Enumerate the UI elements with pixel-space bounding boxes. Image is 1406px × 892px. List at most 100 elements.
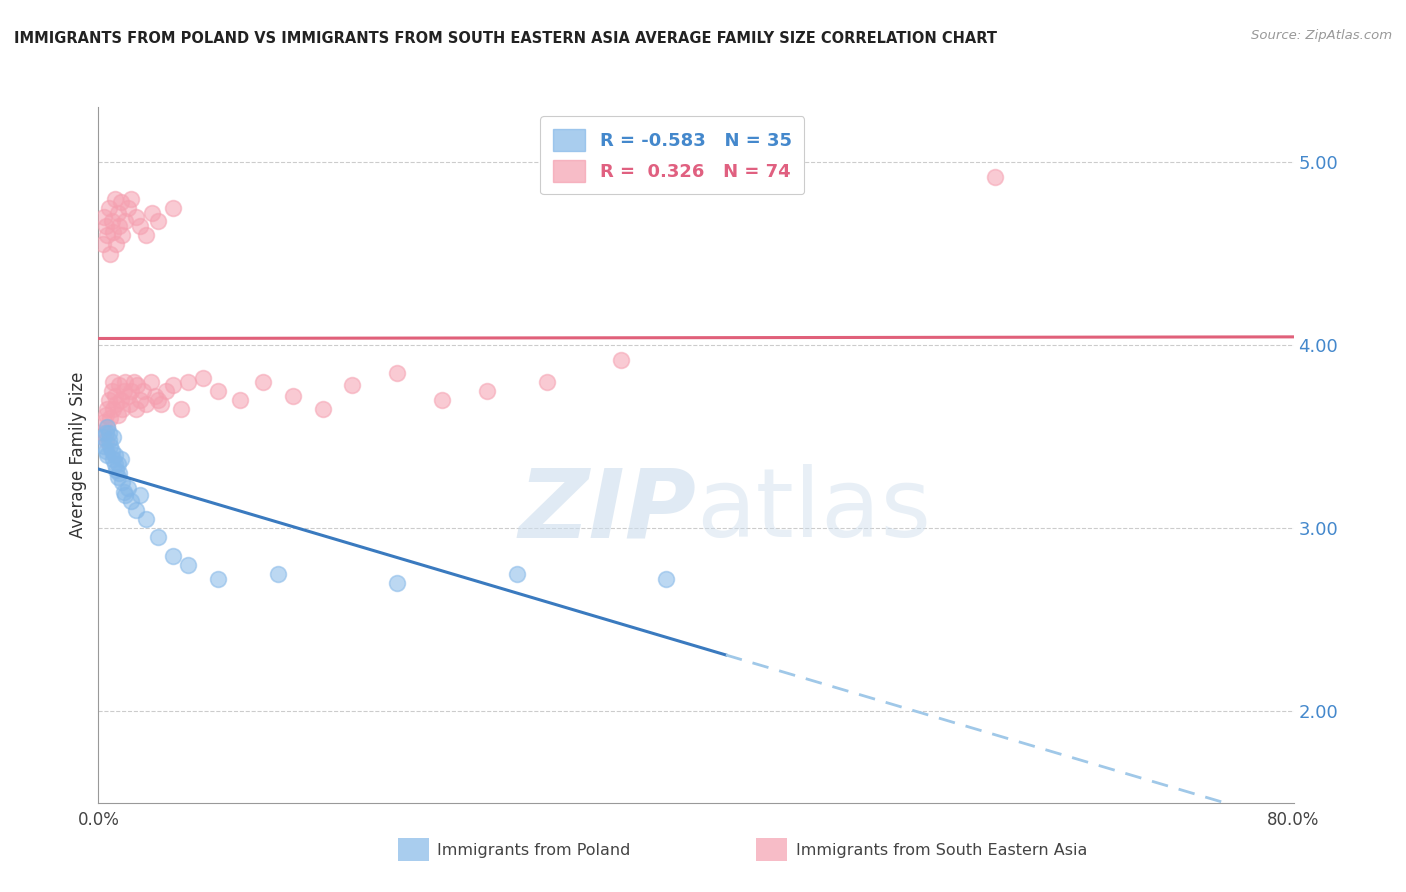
Point xyxy=(111,402,134,417)
Point xyxy=(129,219,152,233)
Y-axis label: Average Family Size: Average Family Size xyxy=(69,372,87,538)
Point xyxy=(103,225,125,239)
Point xyxy=(103,429,125,443)
Point xyxy=(93,439,115,453)
Point xyxy=(229,392,252,407)
Point xyxy=(118,397,141,411)
Point xyxy=(96,402,118,417)
Point xyxy=(120,493,142,508)
Point xyxy=(114,488,136,502)
Point xyxy=(177,375,200,389)
Point xyxy=(267,566,290,581)
Point xyxy=(103,402,125,417)
Point xyxy=(125,402,148,417)
Point xyxy=(100,246,122,260)
Point xyxy=(105,462,128,476)
Point xyxy=(150,397,173,411)
Point xyxy=(117,481,139,495)
Point xyxy=(101,384,124,398)
Point xyxy=(105,397,128,411)
Point xyxy=(91,237,114,252)
Point xyxy=(107,408,129,422)
Point xyxy=(96,420,118,434)
Point xyxy=(107,206,129,220)
Point xyxy=(91,429,114,443)
Point xyxy=(112,484,135,499)
Point xyxy=(105,237,128,252)
Point xyxy=(191,371,214,385)
Text: atlas: atlas xyxy=(696,464,931,558)
Point xyxy=(108,378,131,392)
Point xyxy=(107,457,129,471)
Point xyxy=(162,549,184,563)
Point xyxy=(110,392,132,407)
Point xyxy=(252,375,274,389)
Point xyxy=(143,389,166,403)
Point xyxy=(139,375,162,389)
Point xyxy=(103,451,125,466)
Point xyxy=(94,408,117,422)
Point xyxy=(104,192,127,206)
Point xyxy=(148,213,170,227)
Point xyxy=(342,378,364,392)
Point xyxy=(129,488,152,502)
Point xyxy=(135,512,157,526)
Point xyxy=(207,384,229,398)
Text: IMMIGRANTS FROM POLAND VS IMMIGRANTS FROM SOUTH EASTERN ASIA AVERAGE FAMILY SIZE: IMMIGRANTS FROM POLAND VS IMMIGRANTS FRO… xyxy=(14,31,997,46)
Point xyxy=(96,420,118,434)
Point xyxy=(97,425,120,440)
Point xyxy=(132,384,155,398)
Point xyxy=(117,389,139,403)
Text: Immigrants from South Eastern Asia: Immigrants from South Eastern Asia xyxy=(796,843,1087,857)
Point xyxy=(655,573,678,587)
Point xyxy=(94,434,117,448)
Point xyxy=(104,389,127,403)
Point xyxy=(107,470,129,484)
Point xyxy=(125,503,148,517)
Point xyxy=(104,457,127,471)
Point xyxy=(97,434,120,448)
Point xyxy=(385,576,409,591)
Text: Source: ZipAtlas.com: Source: ZipAtlas.com xyxy=(1251,29,1392,42)
Point xyxy=(281,389,304,403)
Point xyxy=(110,195,132,210)
Point xyxy=(610,352,633,367)
Point xyxy=(155,384,177,398)
Point xyxy=(96,228,118,243)
Text: Immigrants from Poland: Immigrants from Poland xyxy=(437,843,631,857)
Point xyxy=(114,375,136,389)
Point xyxy=(129,392,152,407)
Point xyxy=(506,566,529,581)
Point xyxy=(135,228,157,243)
Point xyxy=(207,573,229,587)
Legend: R = -0.583   N = 35, R =  0.326   N = 74: R = -0.583 N = 35, R = 0.326 N = 74 xyxy=(540,116,804,194)
Point xyxy=(101,213,124,227)
Point xyxy=(475,384,498,398)
Point xyxy=(110,451,132,466)
Point xyxy=(124,375,146,389)
Point xyxy=(96,448,118,462)
Point xyxy=(111,475,134,490)
Point xyxy=(100,411,122,425)
Point xyxy=(120,384,142,398)
Point xyxy=(97,201,120,215)
Text: ZIP: ZIP xyxy=(517,464,696,558)
Point xyxy=(94,425,117,440)
Point xyxy=(135,397,157,411)
Point xyxy=(177,558,200,572)
Point xyxy=(91,425,114,440)
Point xyxy=(148,392,170,407)
Point xyxy=(101,444,124,458)
Point xyxy=(162,201,184,215)
Point xyxy=(100,439,122,453)
Point xyxy=(97,392,120,407)
Point xyxy=(94,219,117,233)
Point xyxy=(148,530,170,544)
Point xyxy=(120,192,142,206)
Point xyxy=(117,201,139,215)
Point xyxy=(169,402,191,417)
Point xyxy=(103,375,125,389)
Point xyxy=(93,210,115,224)
Point xyxy=(93,415,115,429)
Point xyxy=(104,448,127,462)
